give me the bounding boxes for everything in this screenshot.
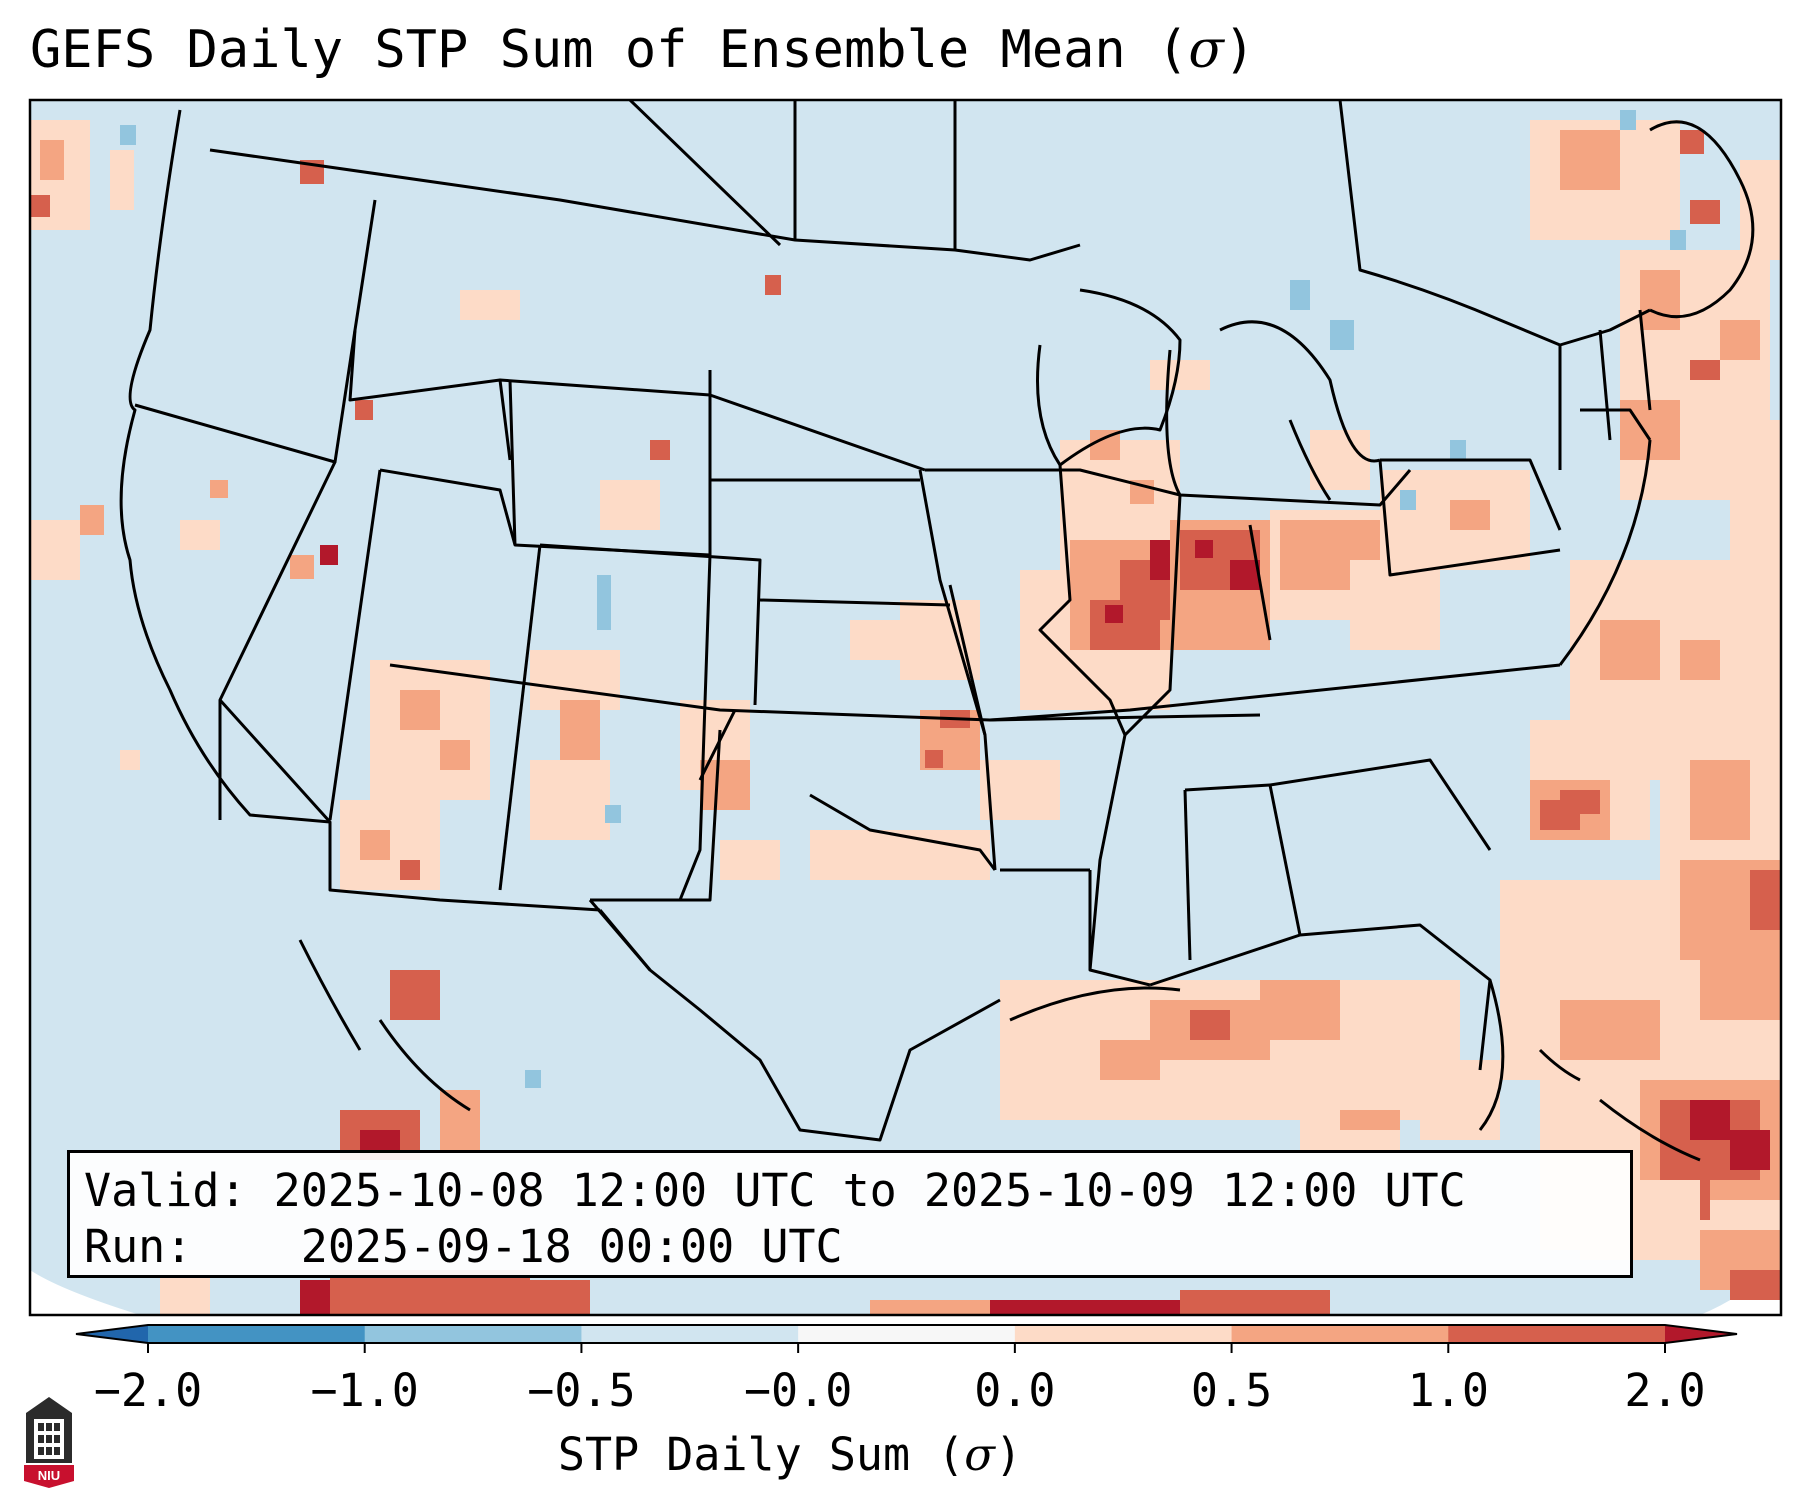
- colorbar-extend-high: [1665, 1325, 1737, 1343]
- colorbar-tick-label: 0.5: [1190, 1364, 1273, 1417]
- colorbar-bin: [364, 1325, 582, 1343]
- colorbar-bin: [798, 1325, 1016, 1343]
- map-background: [30, 100, 1781, 1315]
- colorbar-tick-label: 2.0: [1624, 1364, 1706, 1417]
- map-frame: [28, 98, 1783, 1317]
- colorbar-tick-label: −1.0: [310, 1364, 419, 1417]
- colorbar-bin: [581, 1325, 799, 1343]
- colorbar-tick-label: 0.0: [974, 1364, 1056, 1417]
- colorbar-title: STP Daily Sum (σ): [557, 1428, 1023, 1481]
- run-line: Run: 2025-09-18 00:00 UTC: [84, 1220, 843, 1273]
- colorbar-bin: [1014, 1325, 1233, 1343]
- svg-text:NIU: NIU: [38, 1468, 60, 1483]
- colorbar-extend-low: [76, 1325, 148, 1343]
- valid-line: Valid: 2025-10-08 12:00 UTC to 2025-10-0…: [84, 1164, 1466, 1217]
- colorbar-tick-label: −2.0: [93, 1364, 203, 1417]
- state-boundaries: [119, 100, 1755, 1162]
- colorbar-bin: [1231, 1325, 1449, 1343]
- valid-run-info-box: Valid: 2025-10-08 12:00 UTC to 2025-10-0…: [67, 1150, 1633, 1278]
- map-title: GEFS Daily STP Sum of Ensemble Mean (σ): [30, 20, 1256, 80]
- niu-logo: NIU: [24, 1397, 74, 1488]
- colorbar-bin: [148, 1325, 366, 1343]
- colorbar-bin: [1448, 1325, 1666, 1343]
- colorbar: [75, 1324, 1738, 1353]
- colorbar-tick-label: −0.5: [527, 1364, 636, 1417]
- colorbar-tick-label: −0.0: [743, 1364, 853, 1417]
- colorbar-tick-label: 1.0: [1407, 1364, 1489, 1417]
